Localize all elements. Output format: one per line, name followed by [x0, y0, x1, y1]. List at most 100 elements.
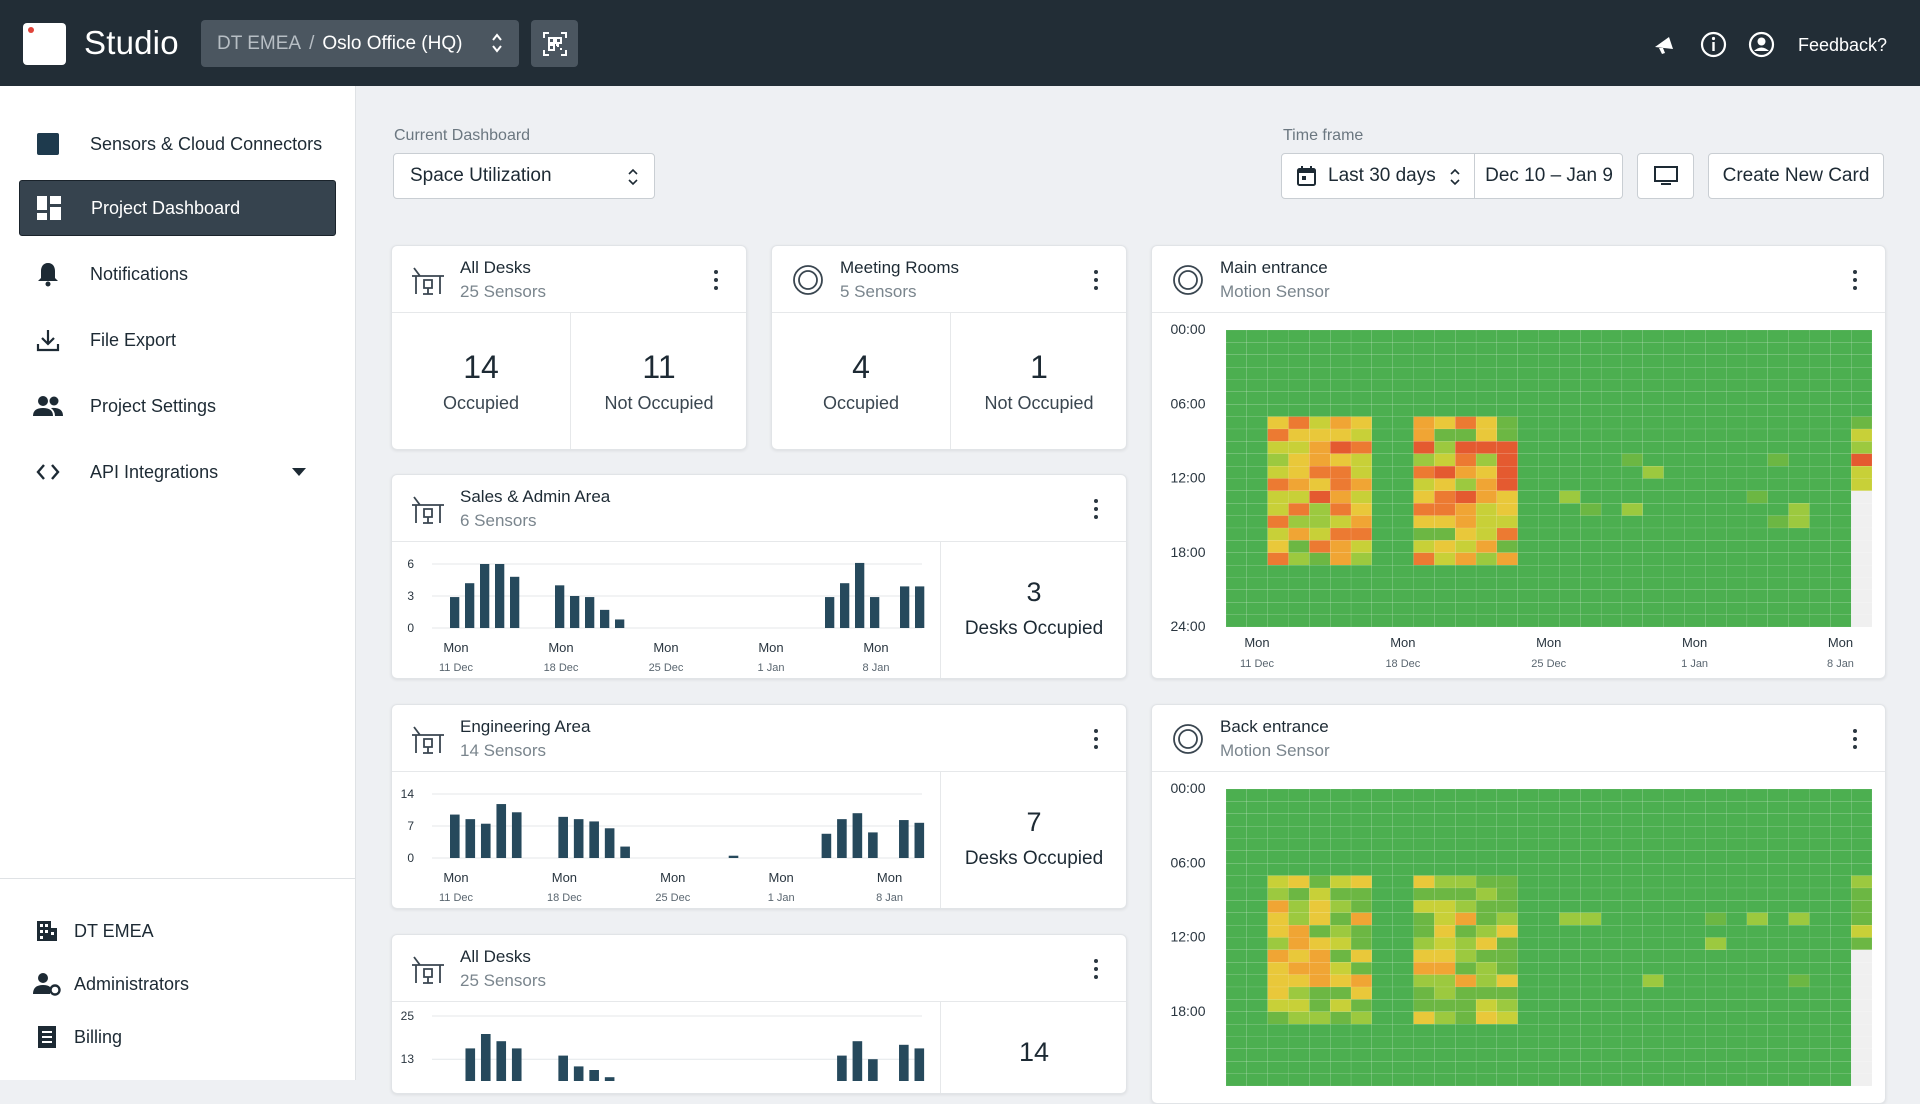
heat-cell [1496, 404, 1518, 417]
heat-cell [1767, 1061, 1789, 1074]
heat-cell [1621, 826, 1643, 839]
heat-cell [1517, 565, 1539, 578]
sidebar-item-billing[interactable]: Billing [32, 1017, 122, 1057]
heat-cell [1746, 937, 1768, 950]
heat-cell [1621, 875, 1643, 889]
heat-cell [1830, 527, 1852, 541]
heat-cell [1746, 404, 1768, 417]
more-options-icon[interactable] [1094, 270, 1098, 290]
heat-cell [1517, 441, 1539, 454]
heat-cell [1434, 1048, 1456, 1062]
heat-cell [1642, 329, 1664, 343]
heat-cell [1600, 478, 1623, 491]
bar [914, 1048, 925, 1081]
heat-cell [1246, 503, 1268, 516]
heat-cell [1496, 478, 1518, 491]
heat-cell [1830, 441, 1852, 454]
account-icon[interactable] [1748, 31, 1775, 58]
more-options-icon[interactable] [1853, 270, 1857, 290]
heat-cell [1330, 887, 1352, 901]
tv-mode-button[interactable] [1637, 153, 1694, 199]
heat-cell [1684, 404, 1706, 417]
heat-cell [1788, 1061, 1810, 1074]
heat-cell [1663, 1048, 1685, 1062]
heat-cell [1455, 949, 1477, 963]
project-switcher[interactable]: DT EMEA / Oslo Office (HQ) [201, 20, 519, 67]
heat-cell [1434, 887, 1456, 901]
heat-cell [1809, 1048, 1831, 1062]
sidebar-item-file-export[interactable]: File Export [19, 312, 336, 368]
heat-cell [1746, 900, 1768, 913]
heat-cell [1309, 478, 1331, 491]
more-options-icon[interactable] [1094, 959, 1098, 979]
heat-cell [1705, 1036, 1727, 1049]
qr-scan-button[interactable] [531, 20, 578, 67]
heat-cell [1621, 565, 1643, 578]
more-options-icon[interactable] [1853, 729, 1857, 749]
heat-cell [1371, 577, 1393, 590]
timeframe-select[interactable]: Last 30 days [1282, 154, 1475, 198]
x-tick-label: Mon [1390, 635, 1415, 650]
more-options-icon[interactable] [714, 270, 718, 290]
sidebar-item-project-dashboard[interactable]: Project Dashboard [19, 180, 336, 236]
sidebar-item-administrators[interactable]: Administrators [32, 964, 189, 1004]
heat-cell [1726, 404, 1748, 417]
heat-cell [1350, 379, 1372, 392]
heat-cell [1705, 379, 1727, 392]
heat-cell [1267, 850, 1289, 864]
heat-cell [1726, 1048, 1748, 1062]
heat-cell [1538, 986, 1560, 1000]
more-options-icon[interactable] [1094, 499, 1098, 519]
heat-cell [1788, 589, 1810, 603]
heat-cell [1788, 813, 1810, 827]
sidebar-item-api-integrations[interactable]: API Integrations [19, 444, 336, 500]
more-options-icon[interactable] [1094, 729, 1098, 749]
heat-cell [1809, 503, 1831, 516]
y-tick-label: 18:00 [1170, 1003, 1205, 1019]
heat-cell [1330, 986, 1352, 1000]
heat-cell [1309, 466, 1331, 479]
heat-cell [1330, 589, 1352, 603]
heat-cell [1288, 925, 1310, 938]
heat-cell [1809, 850, 1831, 864]
heat-cell [1830, 515, 1852, 529]
feedback-link[interactable]: Feedback? [1798, 35, 1888, 55]
heat-cell [1684, 1011, 1706, 1025]
heat-cell [1225, 1048, 1247, 1062]
heat-cell [1851, 589, 1873, 603]
heat-cell [1309, 900, 1331, 913]
create-new-card-button[interactable]: Create New Card [1708, 153, 1884, 199]
heat-cell [1455, 999, 1477, 1012]
heat-cell [1288, 490, 1310, 504]
heat-cell [1330, 527, 1352, 541]
heat-cell [1517, 589, 1539, 603]
heat-cell [1517, 813, 1539, 827]
heat-cell [1746, 850, 1768, 864]
dashboard-select[interactable]: Space Utilization [393, 153, 655, 199]
date-range[interactable]: Dec 10 – Jan 9 [1485, 165, 1613, 186]
heat-cell [1642, 962, 1664, 975]
heat-cell [1726, 1011, 1748, 1025]
heat-cell [1726, 937, 1748, 950]
sidebar-item-sensors[interactable]: Sensors & Cloud Connectors [19, 116, 336, 172]
heat-cell [1600, 962, 1623, 975]
heat-cell [1267, 354, 1289, 368]
heat-cell [1475, 391, 1498, 405]
studio-logo[interactable] [23, 23, 66, 65]
sidebar-item-org[interactable]: DT EMEA [32, 911, 154, 951]
heat-cell [1621, 602, 1643, 615]
heat-cell [1705, 478, 1727, 491]
heat-cell [1788, 788, 1810, 802]
info-icon[interactable] [1700, 31, 1727, 58]
heat-cell [1246, 404, 1268, 417]
heat-cell [1684, 453, 1706, 467]
heat-cell [1496, 379, 1518, 392]
sidebar-item-notifications[interactable]: Notifications [19, 246, 336, 302]
bar [496, 1041, 507, 1081]
megaphone-icon[interactable] [1653, 33, 1679, 57]
heat-cell [1309, 589, 1331, 603]
heat-cell [1413, 974, 1435, 988]
caret-down-icon[interactable] [292, 468, 306, 476]
sidebar-item-project-settings[interactable]: Project Settings [19, 378, 336, 434]
